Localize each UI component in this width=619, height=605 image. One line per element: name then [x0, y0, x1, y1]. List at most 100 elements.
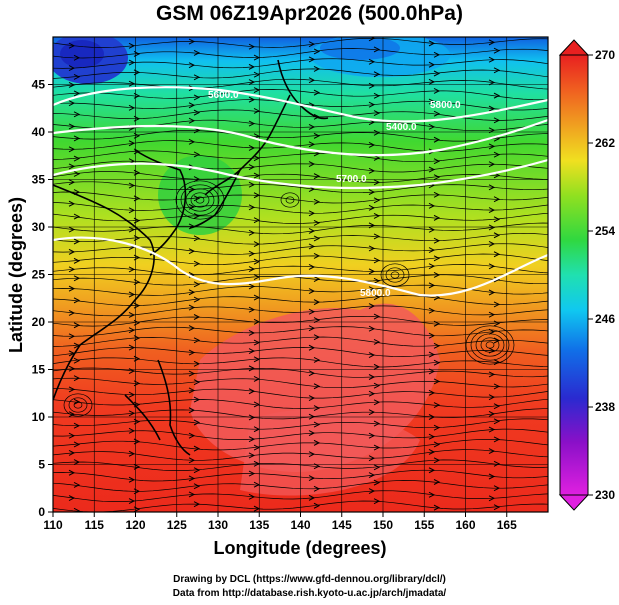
- wind-arrow: [193, 445, 201, 452]
- wind-arrow: [188, 117, 196, 124]
- wind-arrow: [193, 296, 201, 303]
- wind-arrow: [373, 479, 381, 486]
- wind-arrow: [188, 475, 196, 482]
- wind-arrow: [368, 488, 376, 494]
- wind-arrow: [313, 198, 321, 205]
- wind-arrow: [368, 352, 376, 358]
- vortex-ring: [68, 397, 88, 413]
- streamline: [53, 336, 548, 347]
- wind-arrow: [308, 475, 316, 482]
- wind-arrow: [373, 338, 381, 345]
- wind-arrow: [368, 374, 376, 380]
- wind-arrow: [188, 407, 196, 414]
- vortex-ring: [195, 196, 205, 204]
- wind-arrow: [193, 49, 201, 56]
- colorbar-body: [559, 54, 589, 496]
- plot-area: [53, 37, 548, 512]
- wind-arrow: [68, 248, 76, 255]
- wind-arrow: [193, 235, 201, 242]
- y-tick-label: 5: [38, 458, 45, 472]
- wind-arrow: [248, 96, 256, 103]
- x-tick-label: 165: [497, 518, 517, 532]
- wind-arrow: [68, 226, 76, 233]
- wind-arrow: [68, 495, 76, 501]
- streamline: [53, 171, 548, 183]
- x-axis-ticks: 110 115 120 125 130 135 140 145 150 155 160 165: [43, 512, 517, 532]
- wind-arrow: [128, 410, 136, 417]
- contour-label: 5800.0: [360, 288, 391, 299]
- height-contours: [53, 86, 548, 297]
- wind-arrow: [488, 394, 496, 401]
- wind-arrow: [188, 62, 196, 69]
- wind-arrow: [493, 337, 501, 344]
- contour-label: 5800.0: [430, 100, 461, 111]
- contour-label: 5700.0: [336, 174, 367, 185]
- vortex-ring: [380, 263, 410, 287]
- wind-arrow: [193, 109, 201, 116]
- wind-arrow: [488, 371, 496, 378]
- footer-credit: Drawing by DCL (https://www.gfd-dennou.o…: [173, 574, 446, 585]
- vortex-ring: [285, 196, 295, 204]
- wind-arrow: [368, 286, 376, 293]
- wind-arrow: [313, 357, 321, 363]
- wind-arrow: [428, 448, 436, 455]
- streamline: [53, 500, 548, 512]
- wind-arrow: [368, 455, 376, 462]
- wind-arrow: [433, 441, 441, 448]
- wind-arrow: [188, 304, 196, 311]
- wind-arrow: [368, 101, 376, 108]
- wind-arrow: [248, 43, 256, 50]
- wind-arrow: [488, 289, 496, 296]
- colorbar-tick-label: 270: [595, 48, 615, 62]
- wind-arrow: [248, 306, 256, 313]
- wind-arrow: [488, 263, 496, 270]
- wind-arrow: [428, 123, 436, 130]
- y-tick-label: 20: [32, 315, 46, 329]
- wind-arrow: [188, 491, 196, 498]
- wind-arrow: [68, 42, 76, 49]
- wind-arrow: [68, 449, 76, 456]
- wind-arrow: [73, 441, 81, 448]
- wind-arrow: [248, 436, 256, 443]
- wind-arrow: [73, 322, 81, 329]
- wind-arrow: [248, 414, 256, 421]
- colorbar-tick-label: 262: [595, 136, 615, 150]
- wind-arrow: [193, 379, 201, 386]
- streamline: [53, 58, 548, 69]
- wind-arrow: [428, 202, 436, 209]
- wind-arrow: [493, 47, 501, 54]
- wind-arrow: [128, 226, 136, 233]
- wind-arrow: [373, 498, 381, 505]
- wind-arrow: [433, 191, 441, 198]
- colorbar-tick-label: 246: [595, 312, 615, 326]
- wind-arrow: [368, 409, 376, 416]
- vortex-ring: [475, 333, 505, 357]
- wind-arrow: [73, 54, 81, 61]
- wind-arrow: [488, 495, 496, 502]
- streamline: [53, 78, 548, 90]
- streamline: [53, 295, 548, 306]
- wind-arrow: [368, 303, 376, 309]
- wind-arrow: [73, 507, 81, 512]
- wind-arrow: [248, 181, 256, 188]
- x-tick-label: 160: [455, 518, 475, 532]
- wind-arrow: [193, 467, 201, 474]
- y-tick-label: 35: [32, 173, 46, 187]
- wind-arrow: [313, 439, 321, 446]
- streamline: [53, 388, 548, 399]
- wind-arrow: [248, 283, 256, 290]
- wind-arrow: [488, 448, 496, 455]
- wind-arrow: [193, 483, 201, 490]
- wind-arrow: [368, 472, 376, 479]
- streamline: [53, 439, 548, 451]
- wind-arrow: [368, 167, 376, 174]
- wind-arrow: [308, 210, 316, 217]
- wind-arrow: [488, 240, 496, 247]
- wind-arrow: [188, 248, 196, 255]
- wind-arrow: [488, 207, 496, 214]
- streamline: [53, 398, 548, 409]
- wind-arrow: [193, 337, 201, 344]
- wind-arrow: [493, 485, 501, 492]
- wind-arrow: [433, 158, 441, 165]
- wind-arrow: [488, 410, 496, 417]
